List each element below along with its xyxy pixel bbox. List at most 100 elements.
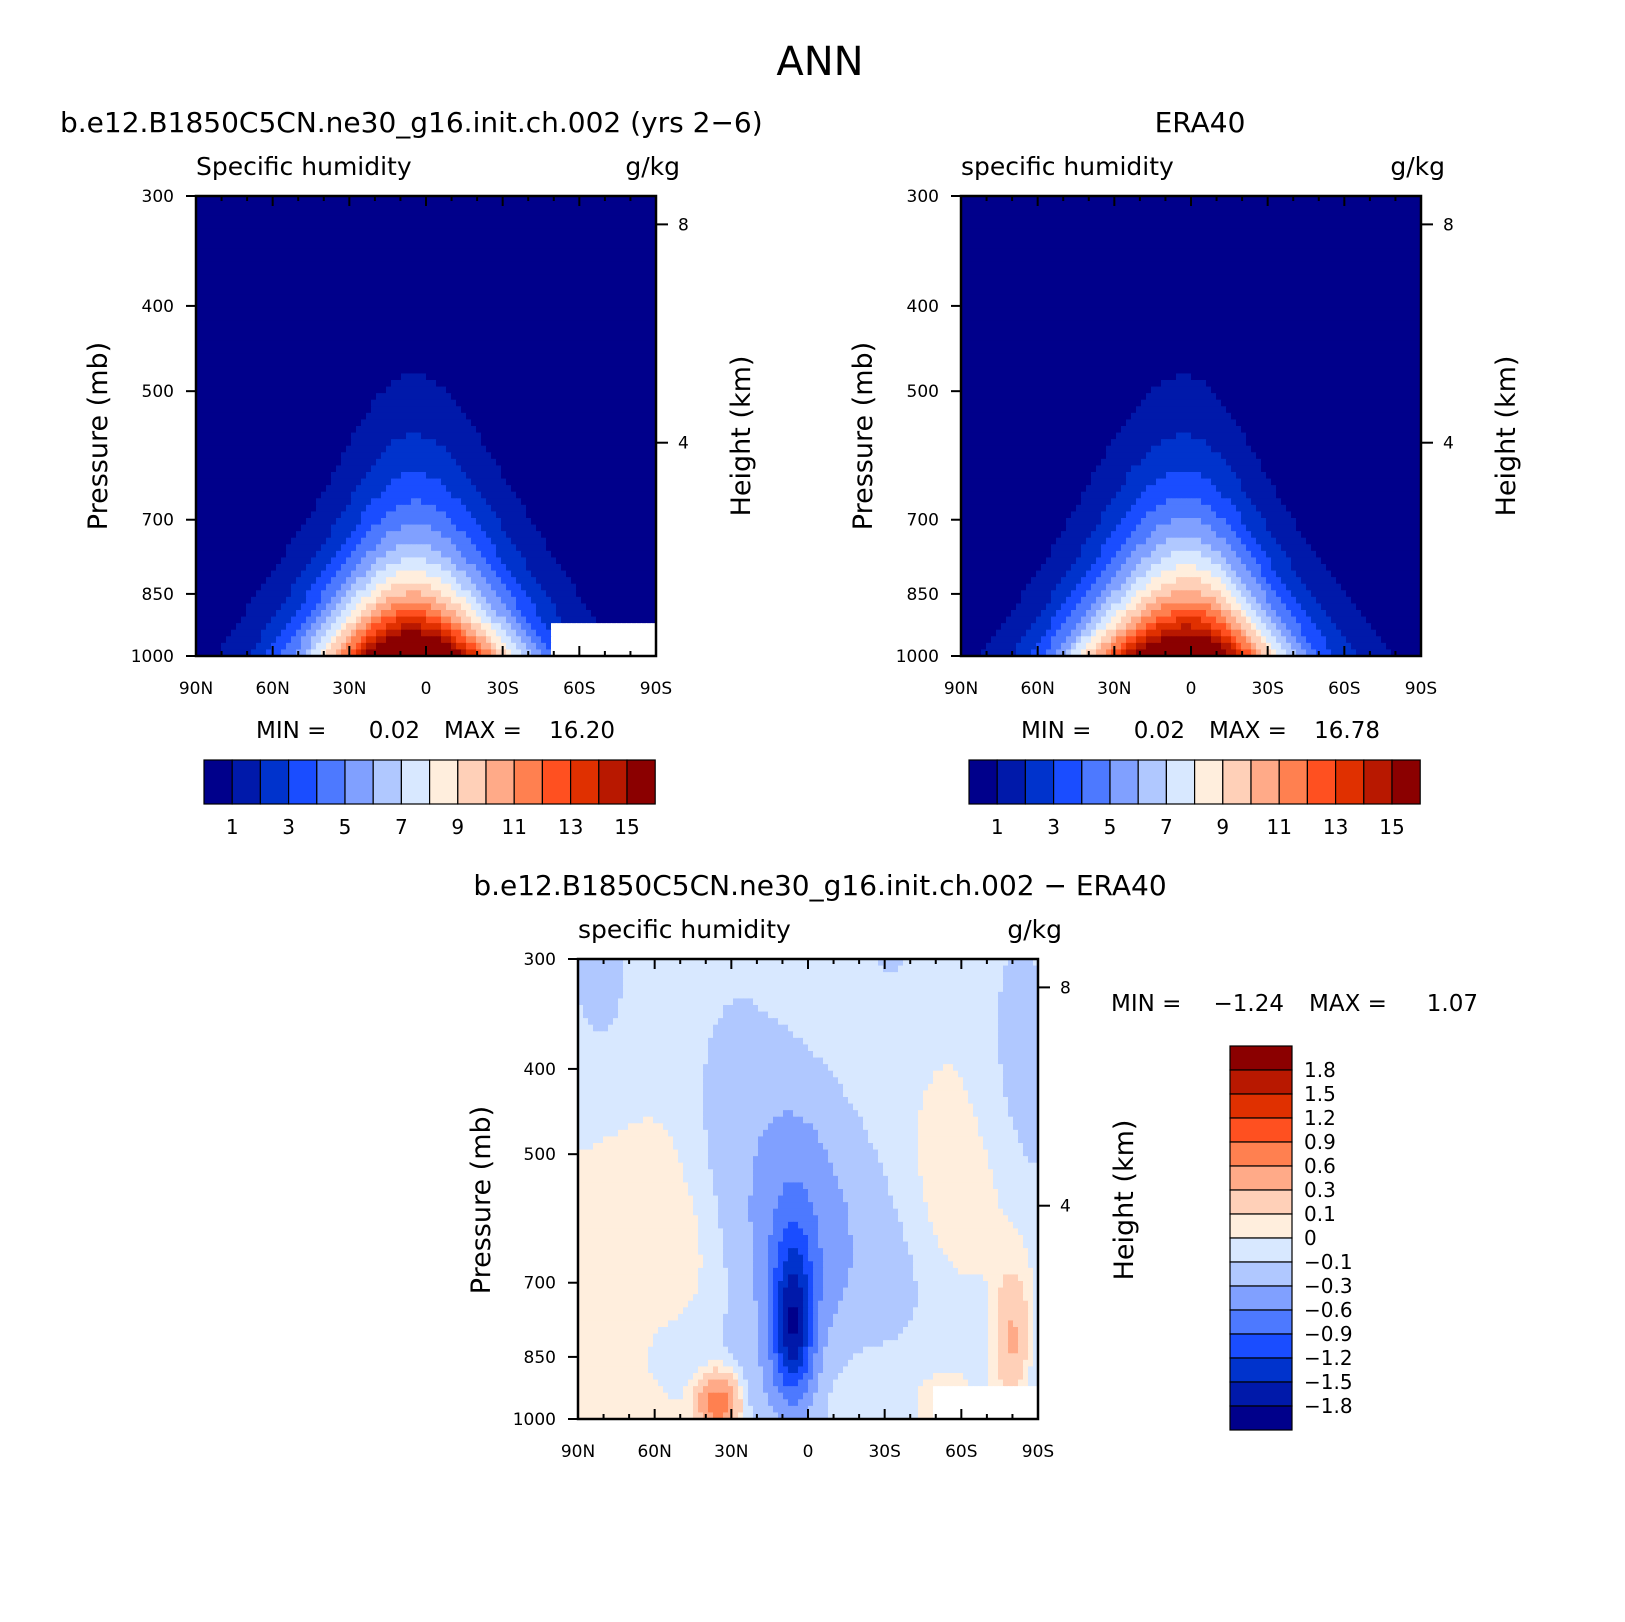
field-cell [246, 386, 252, 394]
field-cell [431, 360, 437, 368]
field-cell [571, 426, 577, 434]
field-cell [481, 307, 487, 315]
field-cell [326, 524, 332, 532]
field-cell [341, 445, 347, 453]
field-cell [226, 248, 232, 256]
field-cell [221, 386, 227, 394]
field-cell [366, 518, 372, 526]
field-cell [261, 531, 267, 539]
field-cell [296, 274, 302, 283]
field-cell [431, 478, 437, 486]
field-cell [316, 334, 322, 342]
field-cell [606, 472, 612, 480]
field-cell [236, 301, 242, 309]
field-cell [481, 426, 487, 434]
field-cell [586, 196, 592, 204]
field-cell [311, 347, 317, 355]
field-cell [536, 445, 542, 453]
field-cell [561, 320, 567, 329]
field-cell [416, 491, 422, 499]
field-cell [246, 281, 252, 289]
field-cell [591, 307, 597, 315]
field-cell [206, 196, 212, 204]
field-cell [631, 465, 637, 473]
field-cell [246, 320, 252, 329]
field-cell [391, 458, 397, 467]
field-cell [456, 511, 462, 519]
field-cell [381, 228, 387, 237]
field-cell [421, 491, 427, 499]
field-cell [586, 248, 592, 256]
field-cell [596, 386, 602, 394]
field-cell [291, 209, 297, 217]
field-cell [221, 478, 227, 486]
field-cell [606, 366, 612, 375]
field-cell [226, 524, 232, 532]
field-cell [301, 202, 307, 210]
field-cell [331, 472, 337, 480]
field-cell [351, 393, 357, 401]
field-cell [266, 550, 272, 559]
field-cell [406, 445, 412, 453]
field-cell [386, 452, 392, 460]
field-cell [236, 320, 242, 329]
field-cell [356, 353, 362, 361]
field-cell [316, 215, 322, 223]
field-cell [631, 347, 637, 355]
field-cell [406, 360, 412, 368]
field-cell [436, 524, 442, 532]
field-cell [296, 472, 302, 480]
field-cell [266, 426, 272, 434]
field-cell [566, 504, 572, 513]
field-cell [496, 268, 502, 276]
field-cell [236, 255, 242, 263]
field-cell [226, 537, 232, 545]
field-cell [286, 261, 292, 269]
field-cell [526, 380, 532, 388]
field-cell [606, 248, 612, 256]
field-cell [421, 288, 427, 296]
field-cell [531, 504, 537, 513]
field-cell [356, 314, 362, 322]
field-cell [551, 406, 557, 414]
field-cell [381, 215, 387, 223]
field-cell [496, 196, 502, 204]
field-cell [516, 202, 522, 210]
field-cell [631, 294, 637, 302]
field-cell [271, 432, 277, 440]
field-cell [311, 307, 317, 315]
field-cell [596, 485, 602, 493]
field-cell [481, 281, 487, 289]
field-cell [601, 340, 607, 348]
field-cell [376, 518, 382, 526]
field-cell [351, 491, 357, 499]
field-cell [441, 360, 447, 368]
field-cell [521, 518, 527, 526]
field-cell [221, 511, 227, 519]
field-cell [231, 340, 237, 348]
field-cell [636, 544, 642, 552]
field-cell [381, 485, 387, 493]
field-cell [206, 386, 212, 394]
field-cell [486, 314, 492, 322]
field-cell [356, 235, 362, 243]
field-cell [541, 215, 547, 223]
field-cell [481, 327, 487, 335]
field-cell [466, 320, 472, 329]
field-cell [641, 504, 647, 513]
field-cell [541, 202, 547, 210]
field-cell [391, 268, 397, 276]
field-cell [611, 209, 617, 217]
field-cell [266, 531, 272, 539]
field-cell [471, 524, 477, 532]
field-cell [236, 465, 242, 473]
field-cell [471, 288, 477, 296]
field-cell [361, 281, 367, 289]
field-cell [571, 314, 577, 322]
field-cell [391, 485, 397, 493]
field-cell [601, 399, 607, 407]
field-cell [426, 432, 432, 440]
field-cell [596, 255, 602, 263]
field-cell [491, 366, 497, 375]
field-cell [611, 511, 617, 519]
